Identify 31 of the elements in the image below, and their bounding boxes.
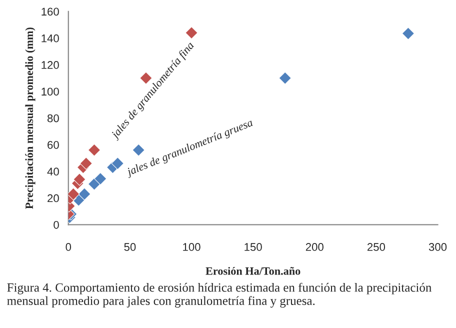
y-axis-title: Precipitación mensual promedio (mm) (25, 28, 36, 209)
x-tick-label: 50 (124, 243, 136, 251)
point (402, 27, 415, 40)
x-tick-label: 250 (367, 243, 386, 251)
point (68, 188, 80, 200)
x-tick-label: 0 (66, 243, 72, 251)
x-tick-label: 200 (306, 243, 324, 251)
x-tick-label: 100 (183, 243, 200, 251)
point (80, 157, 92, 170)
y-tick-label: 0 (54, 220, 59, 229)
y-tick-label: 20 (48, 194, 59, 202)
y-tick-label: 120 (42, 61, 59, 69)
y-tick-label: 80 (47, 114, 59, 122)
text: Figura 4. Comportamiento de erosión hídrica estimada en función de la precipitación mensual promedio para jales con granulometría fina y gruesa. (7, 282, 432, 308)
point (88, 144, 101, 156)
y-tick-label: 60 (48, 140, 59, 149)
point (278, 72, 292, 84)
point (132, 144, 145, 156)
x-tick-label: 150 (244, 243, 262, 251)
x-axis-title: Erosión Ha/Ton.año (206, 266, 300, 275)
point (73, 173, 86, 186)
point (78, 188, 91, 200)
point (185, 26, 198, 40)
point (111, 157, 124, 170)
y-tick-label: 160 (42, 8, 59, 16)
y-tick-label: 100 (42, 88, 59, 96)
point (88, 178, 101, 190)
y-tick-label: 40 (47, 168, 59, 176)
x-tick-label: 300 (428, 243, 447, 251)
y-tick-label: 140 (42, 34, 59, 42)
point (94, 172, 107, 186)
